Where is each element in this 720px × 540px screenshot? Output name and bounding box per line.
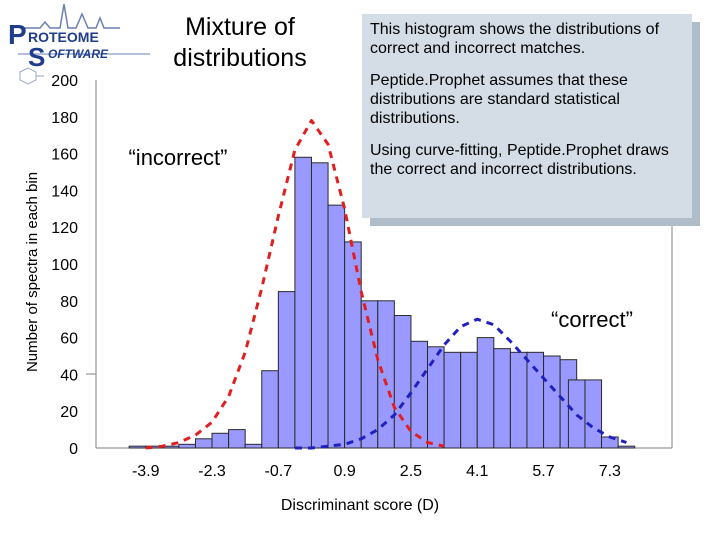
histogram-bar [410, 340, 429, 449]
x-tick-label: 5.7 [532, 463, 554, 480]
histogram-bar [427, 346, 445, 449]
correct-annotation: “correct” [551, 307, 633, 332]
incorrect-annotation: “incorrect” [128, 145, 227, 170]
x-tick-label: 0.9 [334, 463, 356, 480]
x-tick-label: -3.9 [132, 463, 160, 480]
y-tick-label: 80 [60, 294, 78, 311]
histogram-bar [294, 156, 312, 449]
logo-text-software: OFTWARE [48, 47, 109, 61]
histogram-bar [360, 300, 379, 449]
y-tick-label: 20 [60, 404, 78, 421]
x-tick-label: -0.7 [265, 463, 293, 480]
histogram-bar [327, 204, 346, 449]
x-tick-label: 7.3 [599, 463, 621, 480]
histogram-bar [211, 432, 230, 449]
y-tick-label: 160 [51, 147, 78, 164]
histogram-bar [601, 436, 619, 449]
histogram-bar [178, 443, 196, 449]
slide-title: Mixture of distributions [173, 13, 307, 72]
y-tick-label: 140 [51, 183, 78, 200]
y-tick-label: 100 [51, 257, 78, 274]
x-tick-labels: -3.9 -2.3 -0.7 0.9 2.5 4.1 5.7 7.3 [132, 463, 621, 480]
logo-letter-s: S [28, 42, 45, 72]
histogram-bar [228, 429, 246, 449]
proteome-software-logo: P ROTEOME S OFTWARE [8, 3, 150, 85]
histogram-bar [377, 300, 395, 449]
explanation-callout: This histogram shows the distributions o… [362, 14, 692, 218]
histogram-bar [476, 337, 495, 449]
histogram-bar [617, 445, 636, 449]
histogram-bar [310, 162, 329, 449]
logo-text-proteome: ROTEOME [28, 29, 99, 45]
incorrect-distribution-curve [145, 119, 445, 450]
histogram-bar [261, 370, 279, 449]
y-tick-label: 180 [51, 110, 78, 127]
callout-paragraph-2: Peptide.Prophet assumes that these distr… [370, 72, 628, 127]
x-tick-label: -2.3 [198, 463, 226, 480]
fit-curves [145, 119, 627, 450]
histogram-bar [509, 351, 528, 449]
y-tick-label: 200 [51, 73, 78, 90]
histogram-bar [543, 355, 561, 449]
bar-group [128, 156, 636, 449]
y-tick-label: 60 [60, 331, 78, 348]
y-tick-label: 120 [51, 220, 78, 237]
molecule-graphic [19, 67, 44, 85]
y-axis-label: Number of spectra in each bin [24, 172, 41, 372]
histogram-bar [244, 443, 263, 449]
spectrum-peaks-graphic [20, 3, 120, 29]
correct-distribution-curve [294, 317, 627, 450]
y-tick-label: 40 [60, 367, 78, 384]
histogram-bar [344, 241, 362, 449]
callout-paragraph-1: This histogram shows the distributions o… [370, 21, 660, 57]
x-axis-label: Discriminant score (D) [281, 497, 439, 514]
x-tick-label: 4.1 [466, 463, 488, 480]
histogram-bar [194, 438, 213, 449]
y-tick-labels: 0 20 40 60 80 100 120 140 160 180 200 [51, 73, 78, 458]
histogram-bar [277, 291, 296, 449]
histogram-bar [128, 445, 147, 449]
callout-paragraph-3: Using curve-fitting, Peptide.Prophet dra… [370, 142, 669, 178]
y-tick-label: 0 [69, 441, 78, 458]
histogram-bar [584, 379, 603, 449]
histogram-bar [567, 379, 586, 449]
histogram-bar [460, 351, 478, 449]
x-tick-label: 2.5 [400, 463, 422, 480]
histogram-bar [443, 351, 462, 449]
logo-letter-p: P [8, 19, 27, 50]
histogram-bar [493, 348, 511, 449]
